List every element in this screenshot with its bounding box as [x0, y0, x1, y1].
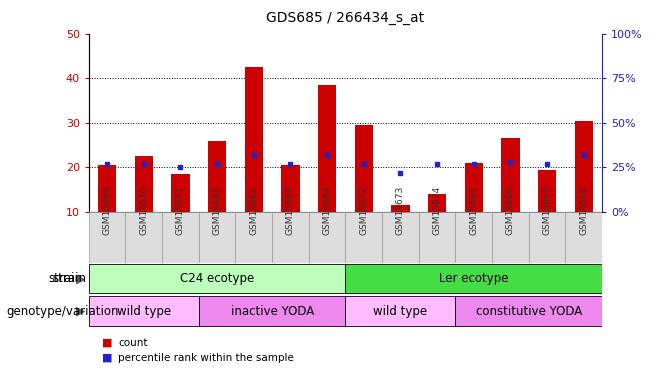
Bar	[245, 67, 263, 212]
Text: ▶: ▶	[76, 272, 86, 285]
Text: C24 ecotype: C24 ecotype	[180, 272, 254, 285]
Bar	[135, 156, 153, 212]
Text: GSM15670: GSM15670	[139, 185, 148, 235]
Text: GSM15669: GSM15669	[103, 185, 112, 235]
Bar	[355, 125, 373, 212]
Text: wild type: wild type	[116, 305, 171, 318]
Text: constitutive YODA: constitutive YODA	[476, 305, 582, 318]
Bar	[455, 212, 492, 262]
Bar	[171, 174, 190, 212]
Text: GSM15668: GSM15668	[579, 185, 588, 235]
Text: GDS685 / 266434_s_at: GDS685 / 266434_s_at	[266, 11, 424, 25]
Bar	[89, 264, 345, 293]
Text: GSM15664: GSM15664	[322, 186, 332, 235]
Bar	[162, 212, 199, 262]
Bar	[418, 212, 455, 262]
Bar	[208, 141, 226, 212]
Text: wild type: wild type	[373, 305, 428, 318]
Bar	[272, 212, 309, 262]
Bar	[465, 163, 483, 212]
Text: ■: ■	[102, 338, 113, 348]
Bar	[565, 212, 602, 262]
Bar	[318, 85, 336, 212]
Bar	[529, 212, 565, 262]
Bar	[392, 205, 409, 212]
Bar	[236, 212, 272, 262]
Text: genotype/variation: genotype/variation	[7, 305, 119, 318]
Text: GSM15671: GSM15671	[176, 185, 185, 235]
Bar	[89, 296, 199, 326]
Text: GSM15661: GSM15661	[213, 185, 222, 235]
Text: strain: strain	[53, 272, 87, 285]
Text: strain: strain	[48, 272, 82, 285]
Bar	[574, 121, 593, 212]
Bar	[345, 296, 455, 326]
Text: ■: ■	[102, 353, 113, 363]
Bar	[492, 212, 529, 262]
Text: percentile rank within the sample: percentile rank within the sample	[118, 353, 294, 363]
Bar	[345, 264, 602, 293]
Text: GSM15666: GSM15666	[506, 185, 515, 235]
Bar	[538, 170, 556, 212]
Text: ▶: ▶	[76, 305, 86, 318]
Bar	[455, 296, 602, 326]
Bar	[98, 165, 116, 212]
Bar	[282, 165, 299, 212]
Bar	[428, 194, 446, 212]
Bar	[309, 212, 345, 262]
Text: GSM15667: GSM15667	[543, 185, 551, 235]
Bar	[345, 212, 382, 262]
Bar	[382, 212, 418, 262]
Text: GSM15672: GSM15672	[359, 186, 368, 235]
Text: inactive YODA: inactive YODA	[230, 305, 314, 318]
Bar	[199, 212, 236, 262]
Text: GSM15665: GSM15665	[469, 185, 478, 235]
Bar	[501, 138, 520, 212]
Text: count: count	[118, 338, 148, 348]
Bar	[126, 212, 162, 262]
Text: Ler ecotype: Ler ecotype	[439, 272, 509, 285]
Text: GSM15663: GSM15663	[286, 185, 295, 235]
Bar	[89, 212, 126, 262]
Text: GSM15674: GSM15674	[432, 186, 442, 235]
Bar	[199, 296, 345, 326]
Text: GSM15673: GSM15673	[396, 185, 405, 235]
Text: GSM15662: GSM15662	[249, 186, 259, 235]
